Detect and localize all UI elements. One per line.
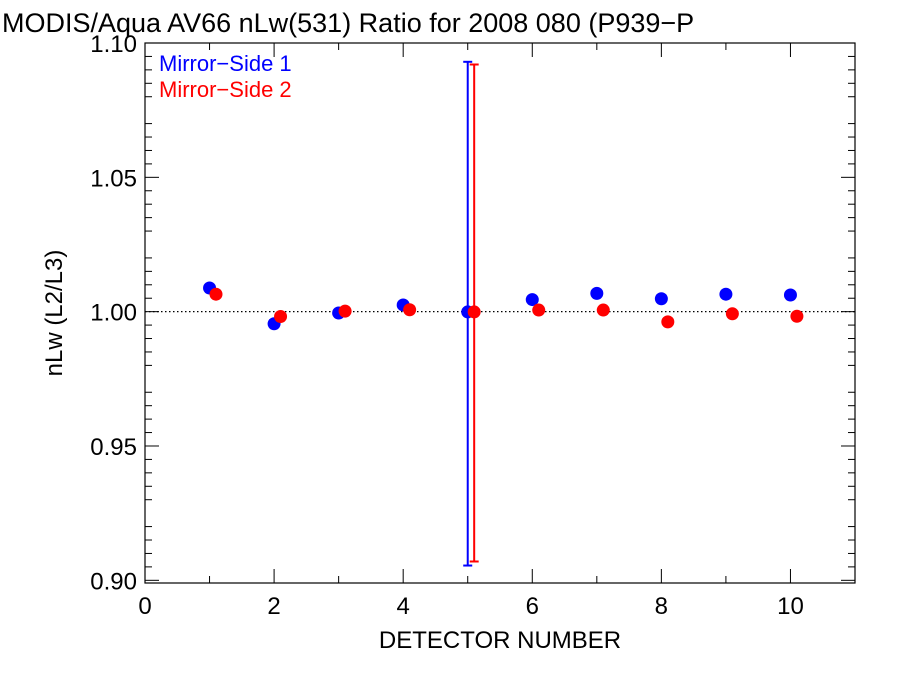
x-tick-label: 0: [138, 593, 151, 620]
data-point-series-1: [525, 293, 539, 307]
data-point-series-2: [274, 309, 288, 323]
data-point-series-2: [532, 303, 546, 317]
x-axis-title: DETECTOR NUMBER: [379, 627, 621, 654]
legend-label-series-2: Mirror−Side 2: [159, 77, 292, 102]
data-point-series-2: [467, 305, 481, 319]
plot-frame: [144, 42, 856, 584]
x-tick-label: 8: [655, 593, 668, 620]
data-point-series-1: [719, 287, 733, 301]
legend-label-series-1: Mirror−Side 1: [159, 51, 292, 76]
data-point-series-2: [209, 287, 223, 301]
y-tick-label: 0.90: [90, 568, 137, 595]
data-point-series-2: [725, 307, 739, 321]
x-tick-label: 4: [397, 593, 410, 620]
data-point-series-2: [403, 303, 417, 317]
x-tick-label: 6: [526, 593, 539, 620]
data-point-series-2: [661, 315, 675, 329]
data-point-series-2: [338, 304, 352, 318]
ticks-layer: 0 2 4 6 8 10 0.90 0.95 1.00 1.05 1.10: [90, 31, 855, 620]
data-points: [203, 281, 804, 331]
x-tick-label: 10: [777, 593, 804, 620]
data-point-series-2: [790, 309, 804, 323]
data-point-series-2: [596, 303, 610, 317]
x-tick-label: 2: [267, 593, 280, 620]
data-point-series-1: [590, 286, 604, 300]
data-point-series-1: [783, 288, 797, 302]
y-tick-label: 1.10: [90, 31, 137, 58]
y-axis-title: nLw (L2/L3): [41, 250, 68, 377]
y-tick-label: 0.95: [90, 434, 137, 461]
chart-title: MODIS/Aqua AV66 nLw(531) Ratio for 2008 …: [2, 8, 694, 38]
y-tick-label: 1.00: [90, 300, 137, 327]
data-point-series-1: [654, 292, 668, 306]
y-tick-label: 1.05: [90, 165, 137, 192]
